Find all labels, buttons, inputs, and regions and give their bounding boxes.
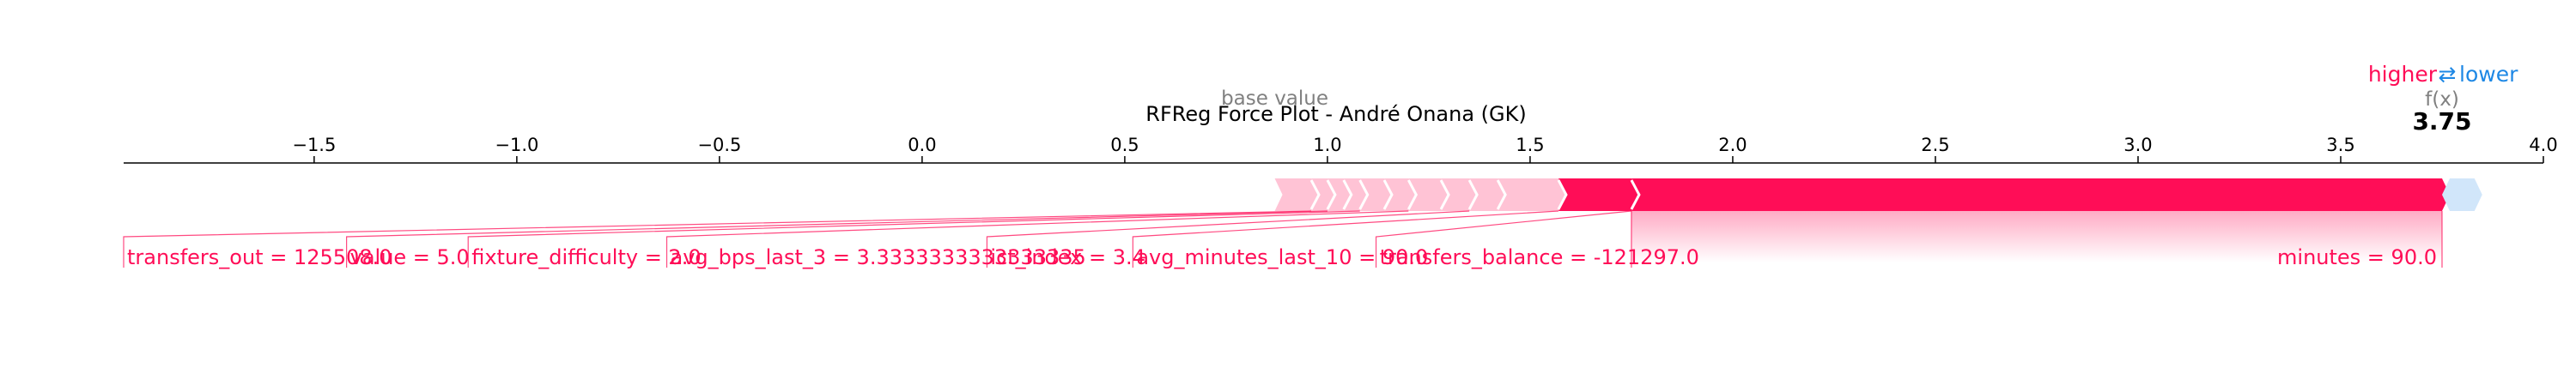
label-connector [1375,210,1632,268]
tick-label: −1.0 [495,135,538,155]
feature-label: transfers_out = 125508.0 [127,245,392,269]
label-connector [986,210,1470,268]
positive-segment [1359,178,1393,211]
tick-label: 3.0 [2123,135,2152,155]
label-connector [1132,210,1559,268]
tick-label: 4.0 [2529,135,2557,155]
tick-label: 3.5 [2326,135,2354,155]
positive-segment [1343,178,1368,211]
tick-label: 2.5 [1921,135,1949,155]
tick-label: 2.0 [1718,135,1747,155]
legend-arrows: ⇄ [2439,62,2457,87]
label-connectors [123,210,2443,268]
x-axis: −1.5 −1.0 −0.5 0.0 0.5 1.0 1.5 2.0 2.5 3.0 3.5 4.0 [124,135,2558,164]
feature-label: minutes = 90.0 [2277,245,2437,269]
segment-chevron [1382,179,1394,210]
output-label: f(x) [2425,88,2459,111]
feature-label: value = 5.0 [350,245,470,269]
positive-fade [1631,211,2442,262]
positive-segment [1311,178,1335,211]
label-connector [123,210,1312,268]
segment-chevron [1439,179,1450,210]
tick-label: 1.0 [1313,135,1341,155]
feature-label: avg_minutes_last_10 = 90.0 [1136,245,1428,269]
segment-chevron [1557,179,1568,210]
feature-label: fixture_difficulty = 2.0 [471,245,701,269]
feature-label: avg_bps_last_3 = 3.3333333333333335 [671,245,1086,269]
segment-chevron [1309,179,1321,210]
legend-higher: higher [2368,62,2438,87]
tick-label: 0.5 [1110,135,1139,155]
tick-label: −1.5 [292,135,336,155]
tick-label: −0.5 [697,135,741,155]
segment-chevron [1358,179,1370,210]
feature-label: transfers_balance = -121297.0 [1380,245,1699,269]
label-connector [346,210,1327,268]
feature-label: ict_index = 3.4 [990,245,1145,269]
label-connector [665,210,1409,268]
tick-label: 1.5 [1516,135,1544,155]
positive-segment [1631,178,2450,211]
segment-chevron [1342,179,1353,210]
positive-segment [1384,178,1417,211]
base-value-label: base value [1221,87,1328,110]
positive-segment [1498,178,1566,211]
segment-chevron [1326,179,1337,210]
positive-segment [1558,178,1639,211]
negative-segment [2441,178,2482,211]
label-connector [467,210,1360,268]
force-bars [1274,178,2482,211]
segment-chevron [1496,179,1507,210]
tick-label: 0.0 [908,135,936,155]
legend-lower: lower [2459,62,2518,87]
output-value: 3.75 [2412,107,2471,136]
positive-segment [1274,178,1320,211]
positive-segment [1441,178,1478,211]
segment-chevron [1630,179,1641,210]
positive-segment [1408,178,1449,211]
positive-segment [1327,178,1352,211]
chart-title: RFReg Force Plot - André Onana (GK) [1145,102,1526,126]
segment-chevron [1467,179,1479,210]
positive-segment [1469,178,1506,211]
segment-chevron [1406,179,1419,210]
